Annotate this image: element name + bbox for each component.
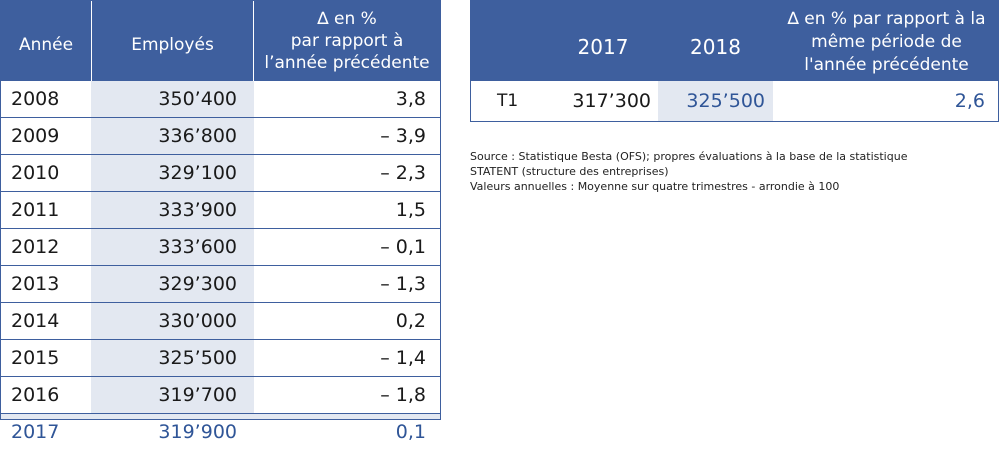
year-cell: 2016 [11,384,60,406]
header-pct-line-1: ∆ en % [317,9,377,29]
pct-change-cell: – 0,1 [380,236,426,258]
year-cell: 2017 [11,421,60,443]
pct-change-cell: 1,5 [395,199,426,221]
year-cell: 2012 [11,236,60,258]
employees-cell: 330’000 [158,310,237,332]
year-cell: 2008 [11,88,60,110]
table-row: 2011 333’900 1,5 [1,192,440,229]
header-year-2017: 2017 [577,35,629,59]
pct-change-cell: – 1,4 [380,347,426,369]
table-row: 2017 319’900 0,1 [1,414,440,443]
header-pct-line-3: l’année précédente [264,53,430,73]
table-row: 2015 325’500 – 1,4 [1,340,440,377]
employees-cell: 350’400 [158,88,237,110]
note-line-3: Valeurs annuelles : Moyenne sur quatre t… [470,180,840,193]
note-line-1: Source : Statistique Besta (OFS); propre… [470,150,908,163]
employees-cell: 329’100 [158,162,237,184]
year-cell: 2013 [11,273,60,295]
quarter-pct-line-1: ∆ en % par rapport à la [787,8,986,29]
header-employees: Employés [131,35,214,55]
table-row: 2012 333’600 – 0,1 [1,229,440,266]
pct-change-cell: – 2,3 [380,162,426,184]
employees-cell: 329’300 [158,273,237,295]
pct-change-cell: – 1,3 [380,273,426,295]
quarter-table-header: 2017 2018 ∆ en % par rapport à la même p… [471,1,998,81]
annual-employment-table: Année Employés ∆ en % par rapport à l’an… [0,0,441,443]
year-cell: 2010 [11,162,60,184]
source-notes: Source : Statistique Besta (OFS); propre… [470,149,990,194]
employees-cell: 333’600 [158,236,237,258]
pct-change-cell: 0,1 [395,421,426,443]
value-2018: 325’500 [686,90,765,112]
employees-cell: 325’500 [158,347,237,369]
header-pct-same-period: ∆ en % par rapport à la même période de … [773,1,999,81]
table-row: 2014 330’000 0,2 [1,303,440,340]
quarterly-employment-table: 2017 2018 ∆ en % par rapport à la même p… [470,0,999,122]
period-label: T1 [497,91,519,111]
year-cell: 2011 [11,199,60,221]
header-year: Année [18,35,74,55]
employees-cell: 319’900 [158,421,237,443]
value-2017: 317’300 [572,90,651,112]
table-row: 2010 329’100 – 2,3 [1,155,440,192]
year-cell: 2014 [11,310,60,332]
pct-change-cell: – 3,9 [380,125,426,147]
table-row: 2008 350’400 3,8 [1,81,440,118]
quarter-pct-line-3: l'année précédente [804,54,969,75]
header-pct-change: ∆ en % par rapport à l’année précédente [254,1,440,81]
table-row-t1: T1 317’300 325’500 2,6 [471,81,998,121]
pct-change-cell: 0,2 [395,310,426,332]
employees-cell: 319’700 [158,384,237,406]
table-row: 2009 336’800 – 3,9 [1,118,440,155]
note-line-2: STATENT (structure des entreprises) [470,165,669,178]
employees-cell: 336’800 [158,125,237,147]
value-pct-change: 2,6 [954,90,985,112]
header-year-2018: 2018 [690,35,741,59]
table-row: 2016 319’700 – 1,8 [1,377,440,414]
employees-cell: 333’900 [158,199,237,221]
table-row: 2013 329’300 – 1,3 [1,266,440,303]
quarter-pct-line-2: même période de [811,31,962,52]
year-cell: 2009 [11,125,60,147]
annual-table-header: Année Employés ∆ en % par rapport à l’an… [1,1,440,81]
year-cell: 2015 [11,347,60,369]
pct-change-cell: 3,8 [395,88,426,110]
header-pct-line-2: par rapport à [290,31,404,51]
pct-change-cell: – 1,8 [380,384,426,406]
